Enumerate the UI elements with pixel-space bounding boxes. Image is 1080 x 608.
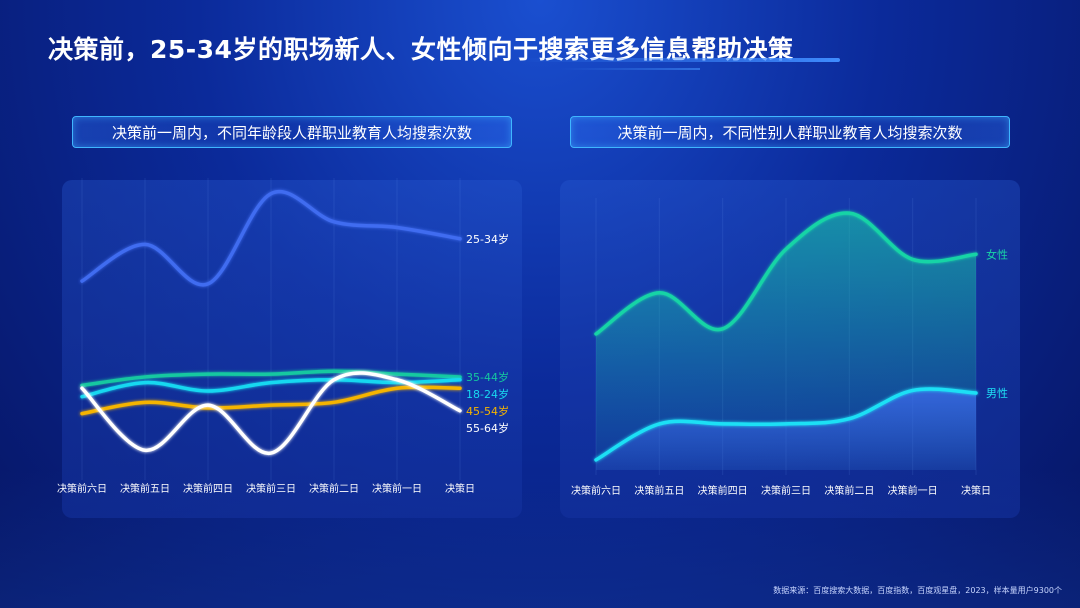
- series-label-0: 25-34岁: [466, 232, 509, 246]
- series-label-0: 女性: [986, 247, 1008, 261]
- line-series-3: [80, 385, 462, 416]
- series-label-2: 18-24岁: [466, 387, 509, 401]
- x-tick-label-1: 决策前五日: [634, 484, 684, 497]
- x-tick-label-5: 决策前一日: [888, 484, 938, 497]
- series-label-1: 男性: [986, 386, 1008, 400]
- title-underline: [520, 58, 840, 62]
- line-series-1: [594, 387, 978, 462]
- area-fill-series-1: [596, 389, 976, 470]
- series-label-4: 55-64岁: [466, 421, 509, 435]
- x-tick-label-1: 决策前五日: [120, 482, 170, 495]
- x-tick-label-3: 决策前三日: [246, 482, 296, 495]
- line-series-2: [80, 378, 462, 399]
- series-label-1: 35-44岁: [466, 370, 509, 384]
- x-tick-label-0: 决策前六日: [57, 482, 107, 495]
- data-source-note: 数据来源：百度搜索大数据，百度指数，百度观星盘，2023，样本量用户9300个: [773, 586, 1062, 595]
- x-tick-label-6: 决策日: [445, 482, 475, 495]
- x-tick-label-2: 决策前四日: [183, 482, 233, 495]
- line-series-1: [80, 369, 462, 388]
- x-tick-label-3: 决策前三日: [761, 484, 811, 497]
- x-tick-label-0: 决策前六日: [571, 484, 621, 497]
- age-chart-title: 决策前一周内，不同年龄段人群职业教育人均搜索次数: [72, 116, 512, 148]
- x-tick-label-2: 决策前四日: [698, 484, 748, 497]
- x-tick-label-6: 决策日: [961, 484, 991, 497]
- line-series-4: [80, 371, 462, 455]
- x-tick-label-4: 决策前二日: [309, 482, 359, 495]
- series-label-3: 45-54岁: [466, 404, 509, 418]
- x-tick-label-4: 决策前二日: [824, 484, 874, 497]
- title-underline-secondary: [560, 68, 700, 70]
- x-tick-label-5: 决策前一日: [372, 482, 422, 495]
- gender-chart-title: 决策前一周内，不同性别人群职业教育人均搜索次数: [570, 116, 1010, 148]
- line-series-0: [594, 211, 978, 336]
- line-series-0: [80, 190, 462, 287]
